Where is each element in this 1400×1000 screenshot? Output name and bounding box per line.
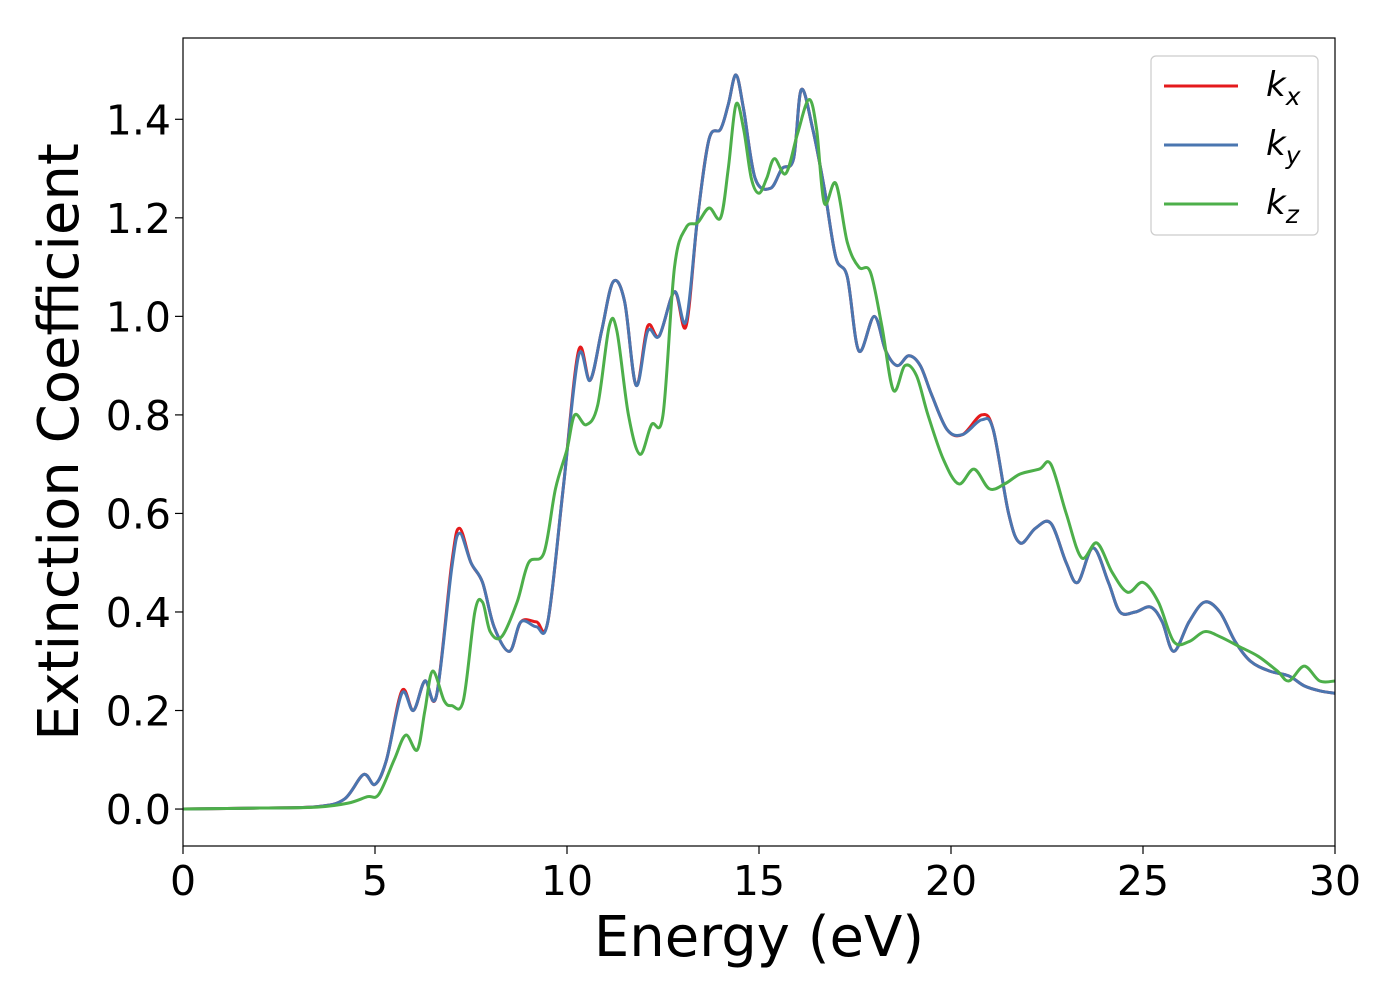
x-tick-label: 20 xyxy=(925,857,977,905)
series-line-z xyxy=(183,98,1335,811)
x-axis-label: Energy (eV) xyxy=(594,905,924,970)
y-tick-label: 0.6 xyxy=(106,490,171,538)
y-tick-label: 0.2 xyxy=(106,688,171,736)
y-axis: 0.0 0.2 0.4 0.6 0.8 1.0 1.2 1.4 xyxy=(106,96,183,834)
legend-label-sub: z xyxy=(1285,200,1300,229)
legend-label-main: k xyxy=(1266,65,1287,105)
legend-label-y: ky xyxy=(1266,124,1302,170)
y-axis-label: Extinction Coefficient xyxy=(27,143,92,741)
y-tick-label: 1.2 xyxy=(106,195,171,243)
y-tick-label: 0.4 xyxy=(106,589,171,637)
x-axis: 0 5 10 15 20 25 30 xyxy=(170,846,1361,905)
y-tick-label: 0.8 xyxy=(106,392,171,440)
legend-label-main: k xyxy=(1266,124,1287,164)
legend-label-sub: x xyxy=(1285,82,1301,111)
legend-label-sub: y xyxy=(1285,141,1302,170)
series-layer xyxy=(183,73,1335,811)
y-tick-label: 1.4 xyxy=(106,96,171,144)
x-tick-label: 10 xyxy=(541,857,593,905)
y-tick-label: 1.0 xyxy=(106,293,171,341)
y-tick-label: 0.0 xyxy=(106,786,171,834)
x-tick-label: 30 xyxy=(1309,857,1361,905)
legend-label-z: kz xyxy=(1266,183,1300,229)
x-tick-label: 5 xyxy=(362,857,388,905)
legend-label-x: kx xyxy=(1266,65,1301,111)
series-line-y xyxy=(183,73,1335,811)
legend-label-main: k xyxy=(1266,183,1287,223)
x-tick-label: 0 xyxy=(170,857,196,905)
x-tick-label: 15 xyxy=(733,857,785,905)
x-tick-label: 25 xyxy=(1117,857,1169,905)
